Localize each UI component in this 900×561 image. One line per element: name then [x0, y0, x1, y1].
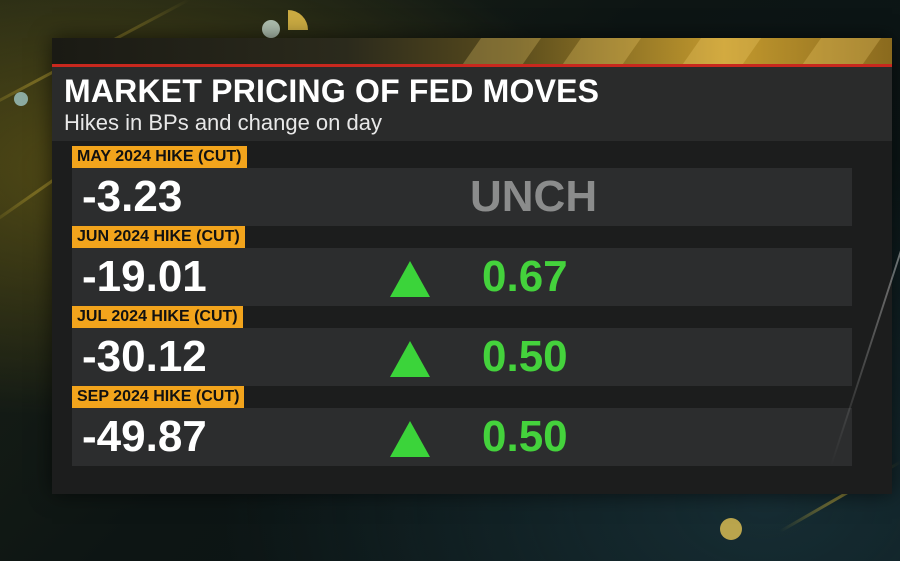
row-label: JUN 2024 HIKE (CUT): [72, 226, 245, 248]
background-dot: [720, 518, 742, 540]
page-title: MARKET PRICING OF FED MOVES: [64, 73, 600, 109]
row-label: MAY 2024 HIKE (CUT): [72, 146, 247, 168]
accent-rule: [52, 64, 892, 67]
row-bar: -19.01 0.67: [72, 248, 852, 306]
pricing-row-may-2024: MAY 2024 HIKE (CUT) -3.23 UNCH: [72, 146, 852, 226]
pricing-row-jun-2024: JUN 2024 HIKE (CUT) -19.01 0.67: [72, 226, 852, 306]
row-value: -3.23: [82, 172, 183, 221]
row-bar: -3.23 UNCH: [72, 168, 852, 226]
pricing-row-sep-2024: SEP 2024 HIKE (CUT) -49.87 0.50: [72, 386, 852, 466]
triangle-up-icon: [390, 421, 430, 457]
row-label: JUL 2024 HIKE (CUT): [72, 306, 243, 328]
row-change: 0.67: [482, 252, 568, 301]
row-change: UNCH: [470, 172, 598, 221]
row-change: 0.50: [482, 332, 568, 381]
triangle-up-icon: [390, 261, 430, 297]
triangle-up-icon: [390, 341, 430, 377]
row-bar: -30.12 0.50: [72, 328, 852, 386]
row-value: -19.01: [82, 252, 207, 301]
panel-header: MARKET PRICING OF FED MOVES Hikes in BPs…: [52, 67, 892, 141]
pricing-rows: MAY 2024 HIKE (CUT) -3.23 UNCH JUN 2024 …: [72, 146, 852, 466]
row-bar: -49.87 0.50: [72, 408, 852, 466]
pricing-row-jul-2024: JUL 2024 HIKE (CUT) -30.12 0.50: [72, 306, 852, 386]
row-value: -30.12: [82, 332, 207, 381]
row-label: SEP 2024 HIKE (CUT): [72, 386, 245, 408]
background-dot: [14, 92, 28, 106]
row-change: 0.50: [482, 412, 568, 461]
panel-top-bar: [52, 38, 892, 64]
page-subtitle: Hikes in BPs and change on day: [64, 110, 382, 135]
market-pricing-panel: MARKET PRICING OF FED MOVES Hikes in BPs…: [52, 38, 900, 494]
row-value: -49.87: [82, 412, 207, 461]
